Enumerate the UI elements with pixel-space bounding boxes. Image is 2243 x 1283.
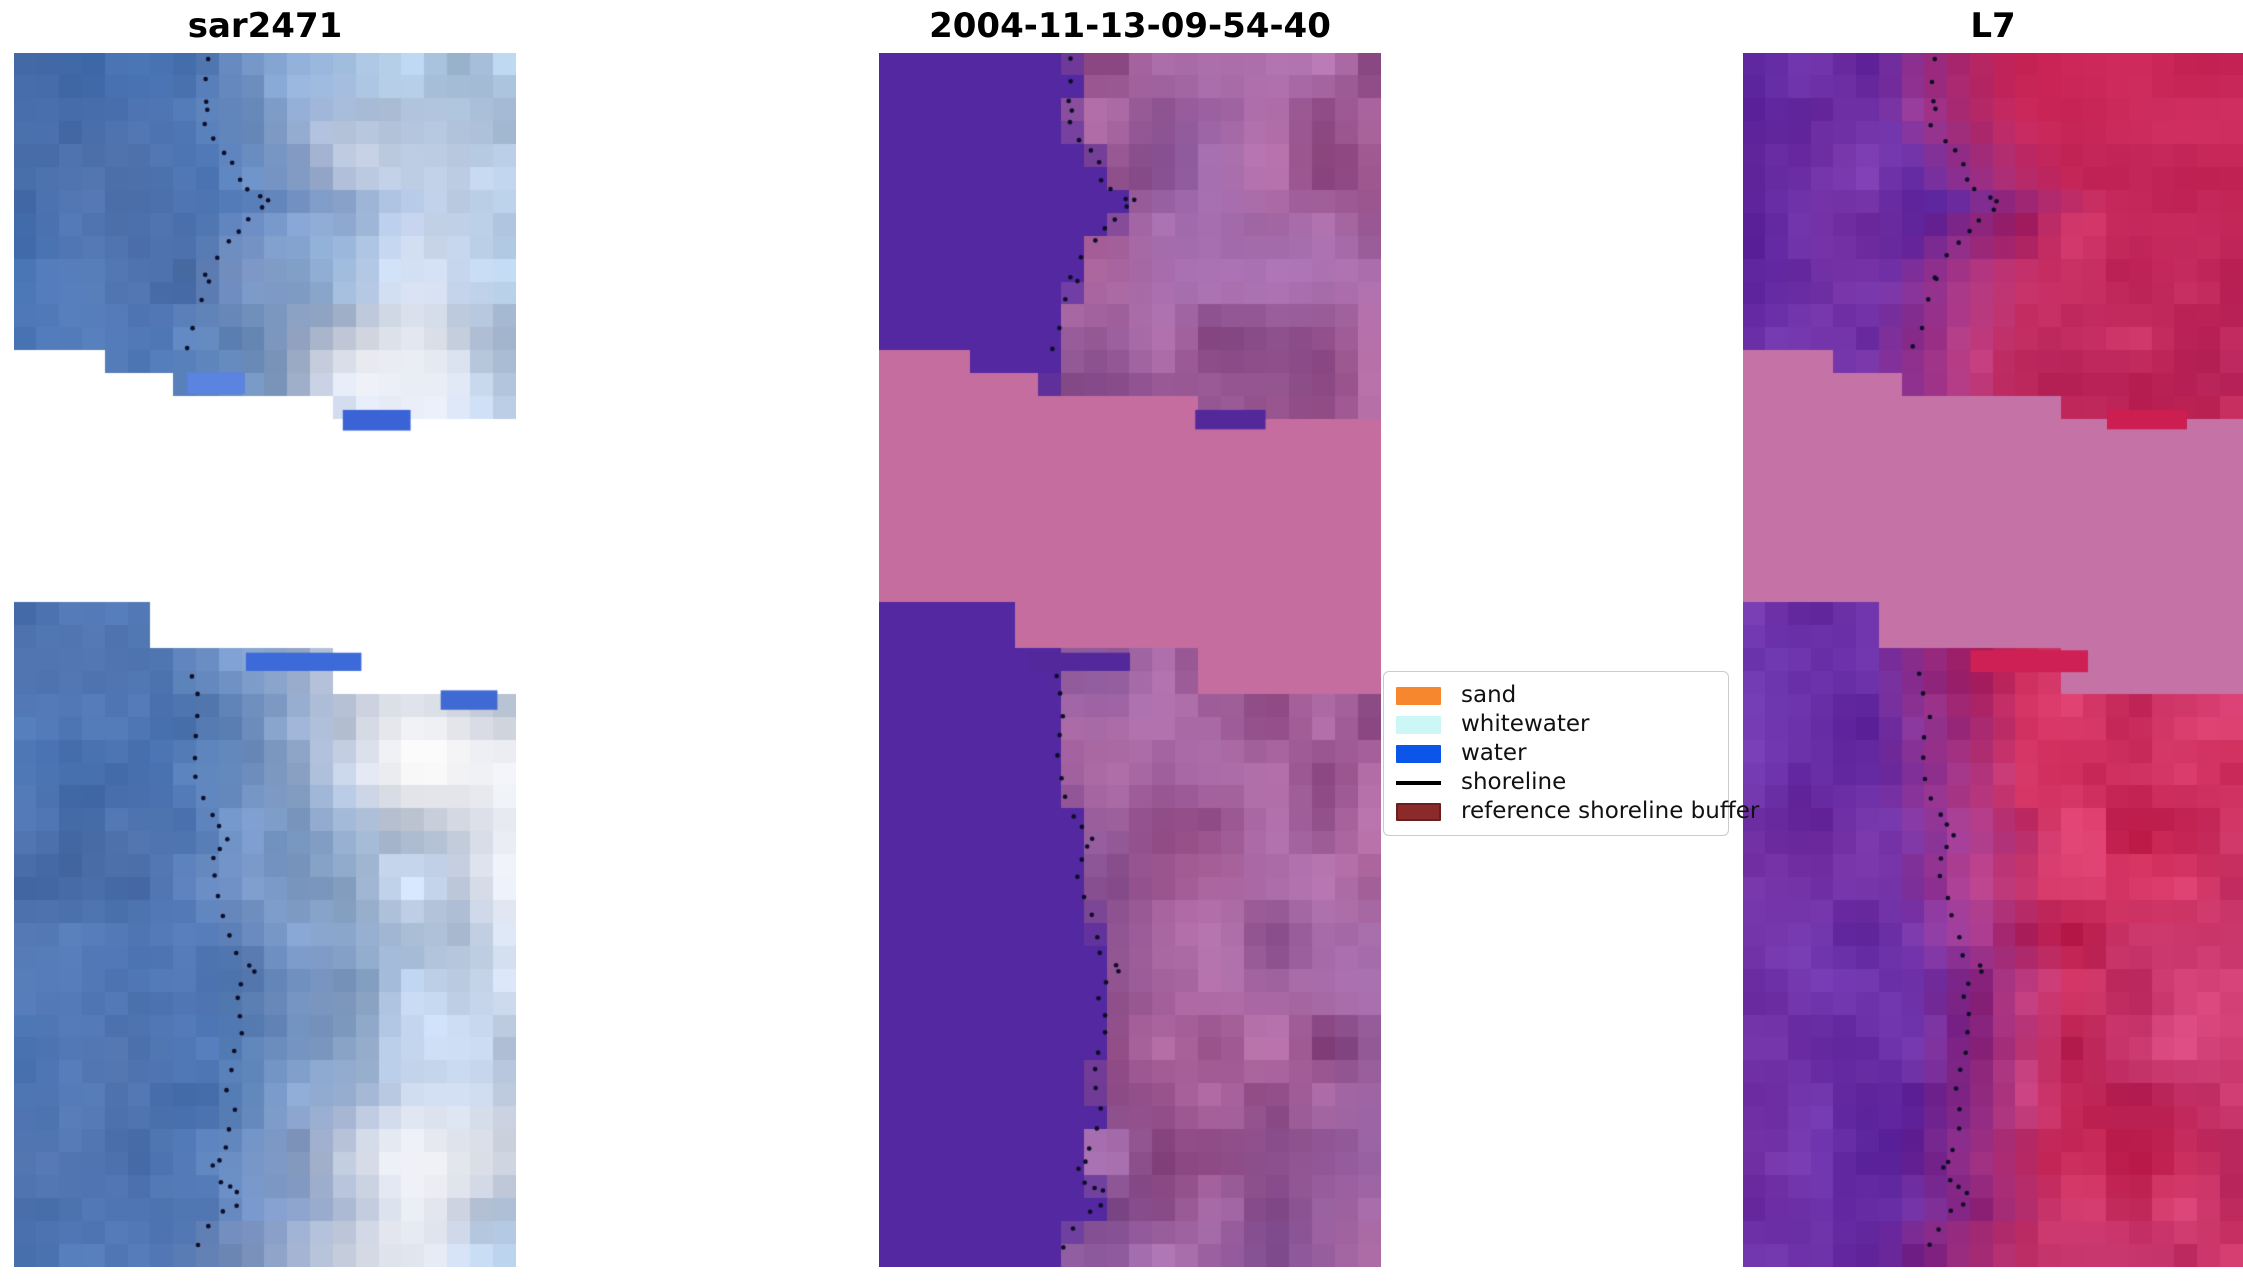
legend-label: sand — [1461, 682, 1517, 708]
panel-l7: L7 — [1743, 6, 2243, 1267]
legend-label: reference shoreline buffer — [1461, 798, 1760, 824]
legend-item-water: water — [1396, 739, 1714, 768]
legend-item-shoreline: shoreline — [1396, 768, 1714, 797]
panel-title-sar2471: sar2471 — [187, 6, 343, 46]
legend-label: shoreline — [1461, 769, 1567, 795]
legend-item-sand: sand — [1396, 681, 1714, 710]
legend-color-swatch — [1396, 715, 1441, 734]
panel-image-sar2471 — [14, 53, 516, 1267]
legend-label: whitewater — [1461, 711, 1590, 737]
panel-sar2471: sar2471 — [14, 6, 516, 1267]
legend: sand whitewater water shoreline reference sh… — [1383, 671, 1759, 836]
legend-item-whitewater: whitewater — [1396, 710, 1714, 739]
legend-line-swatch — [1396, 774, 1441, 792]
legend-label: water — [1461, 740, 1527, 766]
legend-color-swatch — [1396, 686, 1441, 705]
shoreline-line-sample — [1396, 780, 1441, 785]
legend-color-swatch — [1396, 744, 1441, 763]
panel-title-classification: 2004-11-13-09-54-40 — [929, 6, 1331, 46]
panel-classification-2004-11-13: 2004-11-13-09-54-40 — [879, 6, 1381, 1267]
legend-color-swatch — [1396, 802, 1441, 821]
panel-image-classification — [879, 53, 1381, 1267]
panel-image-l7 — [1743, 53, 2243, 1267]
legend-item-reference-shoreline-buffer: reference shoreline buffer — [1396, 797, 1759, 826]
panel-title-l7: L7 — [1970, 6, 2016, 46]
